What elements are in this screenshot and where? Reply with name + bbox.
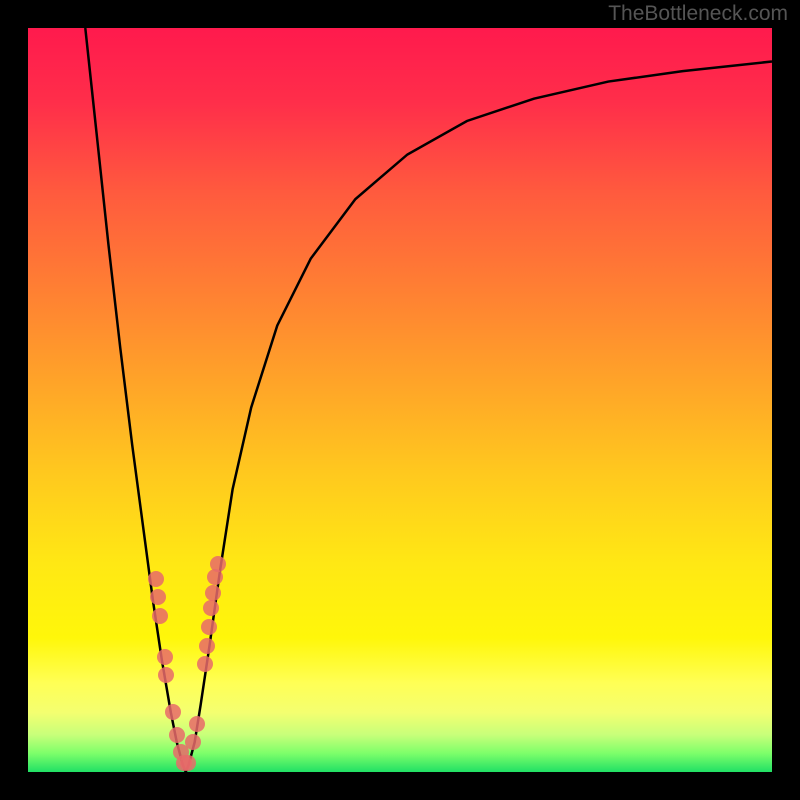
watermark-text: TheBottleneck.com [608,2,788,26]
data-point [199,638,215,654]
data-point [203,600,219,616]
data-point [180,755,196,771]
data-point [169,727,185,743]
bottleneck-curve [28,28,772,772]
data-point [148,571,164,587]
data-point [201,619,217,635]
data-point [205,585,221,601]
chart-plot-area [28,28,772,772]
data-point [152,608,168,624]
data-point [150,589,166,605]
data-point [197,656,213,672]
data-point [210,556,226,572]
data-point [157,649,173,665]
data-point [165,704,181,720]
data-point [158,667,174,683]
data-point [185,734,201,750]
data-point [189,716,205,732]
